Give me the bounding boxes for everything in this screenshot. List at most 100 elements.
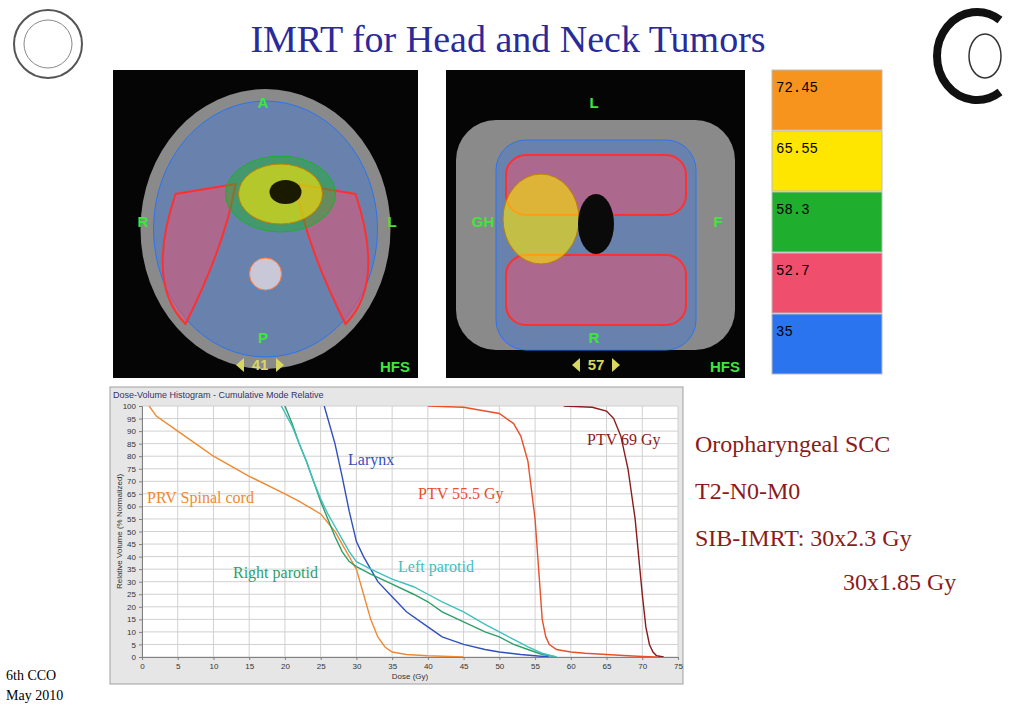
tick-label: 10	[127, 628, 136, 637]
tick-mark	[428, 657, 429, 660]
tick-label: 100	[123, 402, 137, 411]
x-axis: 051015202530354045505560657075	[140, 657, 683, 671]
tick: 55	[127, 515, 142, 524]
tick: 40	[127, 553, 142, 562]
tick-mark	[607, 657, 608, 660]
ct-label: 57	[588, 356, 605, 373]
dose-value: 58.3	[776, 202, 810, 218]
dose-value: 72.45	[776, 80, 818, 96]
dose-value: 52.7	[776, 263, 810, 279]
tick: 85	[127, 440, 142, 449]
tick: 90	[127, 427, 142, 436]
tick: 15	[127, 615, 142, 624]
tick: 75	[127, 465, 142, 474]
slide: IMRT for Head and Neck TumorsARLP41HFSLG…	[0, 0, 1023, 708]
tick-label: 25	[127, 590, 136, 599]
y-axis-title: Relative Volume (% Normalized)	[115, 474, 124, 589]
ct-label: 41	[252, 356, 269, 373]
grid-line-y	[142, 468, 678, 469]
tick-mark	[139, 569, 142, 570]
grid-line-y	[142, 544, 678, 545]
tick: 35	[388, 657, 397, 671]
series-lines	[149, 406, 664, 657]
tick-label: 15	[127, 615, 136, 624]
dose-legend: 72.4565.5558.352.735	[772, 70, 882, 374]
tick: 30	[352, 657, 361, 671]
logo-right	[937, 12, 1001, 100]
grid-line-y	[142, 481, 678, 482]
tick-mark	[139, 456, 142, 457]
tick-label: 90	[127, 427, 136, 436]
footer: 6th CCO	[6, 668, 56, 683]
tick: 0	[140, 657, 145, 671]
tick-label: 50	[127, 528, 136, 537]
dose-value: 65.55	[776, 141, 818, 157]
tick-mark	[139, 469, 142, 470]
tick-mark	[535, 657, 536, 660]
dvh-curve	[281, 406, 556, 657]
tick: 30	[127, 578, 142, 587]
ct-label: R	[589, 329, 600, 346]
tick-mark	[139, 419, 142, 420]
tick: 0	[132, 653, 142, 662]
tick: 70	[127, 477, 142, 486]
tick-mark	[139, 594, 142, 595]
grid-line-y	[142, 531, 678, 532]
tick: 20	[281, 657, 290, 671]
grid-line-y	[142, 619, 678, 620]
tick: 80	[127, 452, 142, 461]
tick: 40	[424, 657, 433, 671]
grid-line-y	[142, 518, 678, 519]
grid-line-y	[142, 556, 678, 557]
tick: 5	[132, 641, 142, 650]
tick-mark	[249, 657, 250, 660]
tick-mark	[139, 506, 142, 507]
grid-line-y	[142, 506, 678, 507]
grid-line-y	[142, 631, 678, 632]
tick-label: 30	[127, 578, 136, 587]
tick-mark	[285, 657, 286, 660]
tick-label: 0	[132, 653, 137, 662]
series-label: Right parotid	[233, 564, 318, 582]
tick-mark	[139, 519, 142, 520]
tick: 75	[674, 657, 683, 671]
tick-label: 70	[127, 477, 136, 486]
tick-label: 10	[210, 662, 219, 671]
tick-label: 25	[317, 662, 326, 671]
tick-label: 55	[127, 515, 136, 524]
tick-label: 55	[531, 662, 540, 671]
tick: 10	[127, 628, 142, 637]
tick-mark	[356, 657, 357, 660]
grid	[142, 406, 678, 657]
tick-label: 5	[132, 641, 137, 650]
tick-mark	[392, 657, 393, 660]
axis-line	[143, 658, 679, 661]
ct-label: A	[258, 94, 269, 111]
tick-mark	[139, 582, 142, 583]
tick-mark	[139, 406, 142, 407]
axis-line	[139, 407, 143, 658]
tick-label: 80	[127, 452, 136, 461]
tick-label: 70	[638, 662, 647, 671]
tick: 10	[210, 657, 219, 671]
case-text: T2-N0-M0	[695, 478, 800, 504]
series-label: PTV 69 Gy	[587, 431, 661, 449]
ct-label: L	[387, 213, 396, 230]
tick-label: 20	[281, 662, 290, 671]
tick-label: 0	[140, 662, 145, 671]
logo-left	[14, 10, 82, 78]
tick-label: 45	[127, 540, 136, 549]
grid-line-y	[142, 606, 678, 607]
tick-mark	[139, 544, 142, 545]
dose-swatch	[772, 192, 882, 252]
tick-mark	[678, 657, 679, 660]
tick-mark	[464, 657, 465, 660]
slide-title: IMRT for Head and Neck Tumors	[250, 18, 765, 60]
tick-label: 15	[245, 662, 254, 671]
tick: 50	[495, 657, 504, 671]
series-label: PRV Spinal cord	[147, 489, 254, 507]
case-text: SIB-IMRT: 30x2.3 Gy	[695, 525, 912, 551]
tick-mark	[139, 607, 142, 608]
dvh-curve	[149, 406, 463, 657]
tick: 25	[317, 657, 326, 671]
